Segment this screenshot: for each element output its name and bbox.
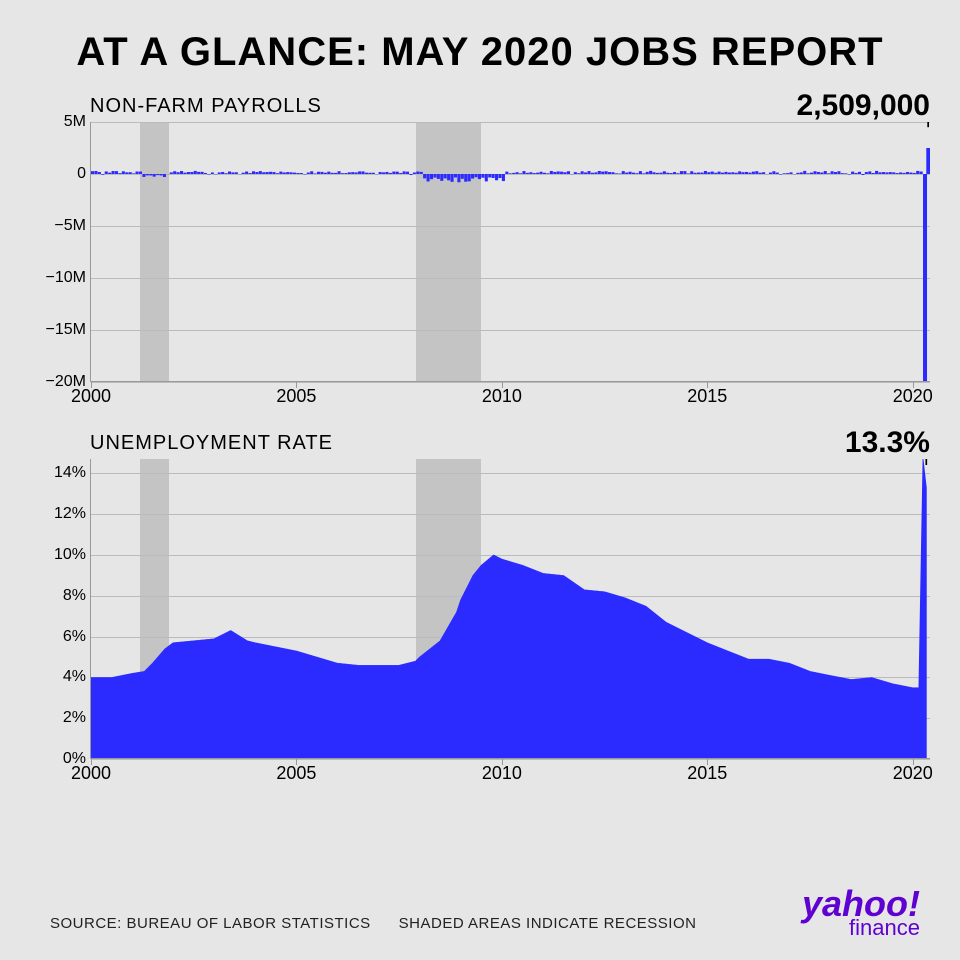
x-tick-label: 2020 (893, 763, 933, 784)
y-tick-label: 14% (36, 464, 86, 482)
payrolls-xaxis (91, 381, 930, 382)
unemployment-plot: 14%12%10%8%6%4%2%0%20002005201020152020 (90, 459, 930, 759)
y-tick-label: 5M (36, 113, 86, 131)
x-tick-label: 2000 (71, 386, 111, 407)
y-tick-label: 10% (36, 546, 86, 564)
y-tick-label: 4% (36, 668, 86, 686)
y-tick-label: 0 (36, 165, 86, 183)
payrolls-bars (91, 122, 930, 382)
gridline (91, 759, 930, 760)
unemployment-xaxis (91, 758, 930, 759)
page-title: AT A GLANCE: MAY 2020 JOBS REPORT (0, 0, 960, 95)
x-tick-label: 2015 (687, 386, 727, 407)
x-tick-label: 2010 (482, 763, 522, 784)
unemployment-chart-title: UNEMPLOYMENT RATE (90, 432, 930, 455)
payrolls-callout: 2,509,000 (797, 89, 930, 123)
y-tick-label: −10M (36, 269, 86, 287)
y-tick-label: −5M (36, 217, 86, 235)
x-tick-label: 2010 (482, 386, 522, 407)
footer-text: SOURCE: BUREAU OF LABOR STATISTICS SHADE… (50, 915, 696, 932)
unemployment-area (91, 459, 930, 759)
yahoo-logo: yahoo! finance (802, 889, 920, 938)
unemployment-chart-block: UNEMPLOYMENT RATE 13.3% 14%12%10%8%6%4%2… (30, 432, 930, 759)
x-tick-label: 2005 (276, 386, 316, 407)
payrolls-chart-block: NON-FARM PAYROLLS 2,509,000 5M0−5M−10M−1… (30, 95, 930, 382)
y-tick-label: 2% (36, 709, 86, 727)
x-tick-label: 2015 (687, 763, 727, 784)
y-tick-label: 8% (36, 587, 86, 605)
payrolls-plot: 5M0−5M−10M−15M−20M20002005201020152020 (90, 122, 930, 382)
y-tick-label: 6% (36, 628, 86, 646)
y-tick-label: 12% (36, 505, 86, 523)
x-tick-label: 2020 (893, 386, 933, 407)
x-tick-label: 2000 (71, 763, 111, 784)
shaded-note: SHADED AREAS INDICATE RECESSION (399, 915, 697, 932)
source-label: SOURCE: BUREAU OF LABOR STATISTICS (50, 915, 371, 932)
unemployment-callout: 13.3% (845, 426, 930, 460)
x-tick-label: 2005 (276, 763, 316, 784)
y-tick-label: −15M (36, 321, 86, 339)
gridline (91, 382, 930, 383)
